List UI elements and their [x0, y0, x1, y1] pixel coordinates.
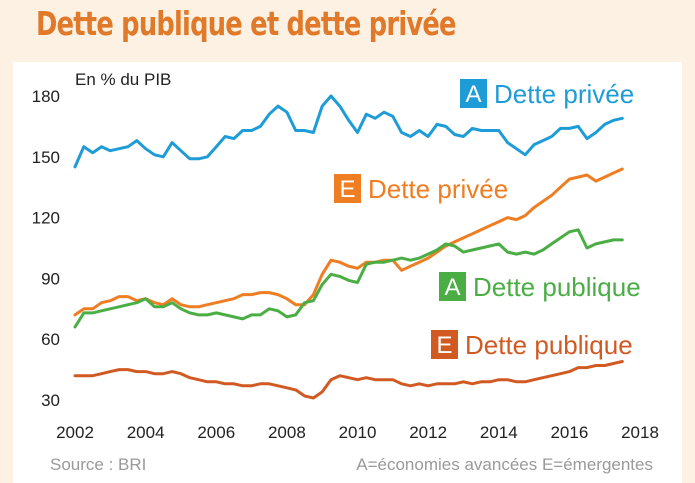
- label-advanced-private: A Dette privée: [460, 79, 634, 109]
- series-line-advanced-public: [73, 228, 624, 329]
- label-emerging-public: E Dette publique: [431, 330, 633, 360]
- badge-letter: E: [436, 332, 452, 359]
- chart-panel: 30 60 90 120 150 180 2002 2004 2006 2008 2010 2012…: [13, 62, 682, 483]
- y-tick-label: 120: [32, 209, 60, 228]
- x-tick-label: 2014: [480, 423, 518, 442]
- y-axis-label: En % du PIB: [75, 70, 171, 89]
- x-tick-label: 2002: [56, 423, 94, 442]
- badge-letter: A: [444, 274, 460, 301]
- page-title: Dette publique et dette privée: [36, 4, 456, 43]
- series-line-emerging-private: [73, 167, 624, 317]
- series-name: Dette privée: [368, 174, 508, 204]
- y-tick-label: 60: [41, 330, 60, 349]
- x-tick-label: 2004: [127, 423, 165, 442]
- x-tick-label: 2016: [550, 423, 588, 442]
- x-axis: 2002 2004 2006 2008 2010 2012 2014 2016 2018: [56, 423, 659, 442]
- series-line-emerging-public: [73, 360, 624, 400]
- series-layer: [73, 94, 624, 400]
- badge-square: [334, 174, 361, 203]
- badge-square: [439, 272, 466, 301]
- x-tick-label: 2012: [409, 423, 447, 442]
- series-name: Dette publique: [473, 272, 641, 302]
- y-tick-label: 30: [41, 391, 60, 410]
- y-axis: 30 60 90 120 150 180: [32, 87, 60, 410]
- legend-note: A=économies avancées E=émergentes: [356, 455, 653, 474]
- source-note: Source : BRI: [50, 455, 146, 474]
- x-tick-label: 2008: [268, 423, 306, 442]
- badge-letter: E: [339, 176, 355, 203]
- y-tick-label: 180: [32, 87, 60, 106]
- badge-letter: A: [465, 81, 481, 108]
- series-line-advanced-private: [73, 94, 624, 169]
- series-labels: A Dette privée E Dette privée A Dette publiqu…: [334, 79, 641, 360]
- x-tick-label: 2010: [339, 423, 377, 442]
- badge-square: [460, 79, 487, 108]
- label-advanced-public: A Dette publique: [439, 272, 641, 302]
- series-name: Dette privée: [494, 79, 634, 109]
- label-emerging-private: E Dette privée: [334, 174, 508, 204]
- series-name: Dette publique: [465, 330, 633, 360]
- x-tick-label: 2006: [197, 423, 235, 442]
- badge-square: [431, 330, 458, 359]
- x-tick-label: 2018: [621, 423, 659, 442]
- y-tick-label: 90: [41, 269, 60, 288]
- line-chart: 30 60 90 120 150 180 2002 2004 2006 2008 2010 2012…: [32, 70, 659, 474]
- y-tick-label: 150: [32, 148, 60, 167]
